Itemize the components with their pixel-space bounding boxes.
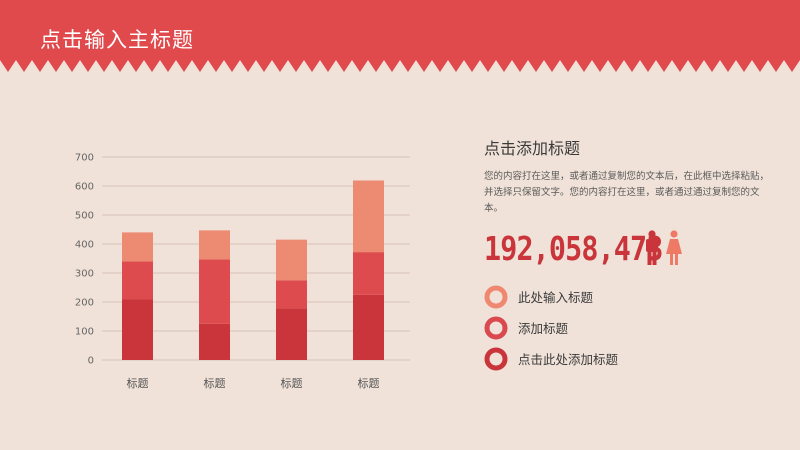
legend-label: 此处输入标题: [518, 290, 594, 305]
ring-icon: [484, 347, 508, 370]
y-tick-label: 600: [75, 182, 94, 193]
zigzag-banner-shape: [0, 0, 800, 72]
bar-segment: [353, 252, 384, 295]
x-tick-label: 标题: [127, 376, 149, 390]
header-banner: 点击输入主标题: [0, 0, 800, 78]
panel-title[interactable]: 点击添加标题: [484, 139, 581, 158]
x-tick-label: 标题: [358, 376, 380, 390]
bar-segment: [276, 239, 307, 281]
bar-segment: [276, 308, 307, 360]
bar-segment: [199, 323, 230, 360]
legend-item-3[interactable]: 点击此处添加标题: [484, 343, 618, 374]
male-person-icon: [646, 230, 658, 265]
people-icons: [643, 230, 683, 266]
x-tick-label: 标题: [204, 376, 226, 390]
y-tick-label: 200: [75, 298, 94, 309]
y-tick-label: 300: [75, 269, 94, 280]
y-tick-label: 100: [75, 327, 94, 338]
panel-body-text[interactable]: 您的内容打在这里，或者通过复制您的文本后，在此框中选择粘贴，并选择只保留文字。您…: [484, 171, 770, 214]
legend-item-1[interactable]: 此处输入标题: [484, 281, 618, 312]
legend-item-2[interactable]: 添加标题: [484, 312, 618, 343]
y-tick-label: 700: [75, 153, 94, 164]
stacked-bar-chart: 0 100 200 300 400 500 600 700 标题 标题 标题 标题: [75, 153, 410, 390]
ring-icon: [484, 285, 508, 308]
legend-label: 点击此处添加标题: [518, 352, 619, 367]
bar-segment: [353, 294, 384, 360]
y-tick-label: 500: [75, 211, 94, 222]
y-tick-label: 400: [75, 240, 94, 251]
stat-row: 192,058,473: [484, 226, 683, 270]
bar-segment: [353, 180, 384, 253]
page-title[interactable]: 点击输入主标题: [40, 28, 194, 52]
female-person-icon: [666, 230, 682, 265]
bar-segment: [199, 259, 230, 324]
big-number[interactable]: 192,058,473: [484, 228, 663, 268]
bar-segment: [199, 230, 230, 260]
legend-label: 添加标题: [518, 321, 569, 336]
bar-segment: [122, 261, 153, 300]
bar-segment: [276, 280, 307, 309]
x-tick-label: 标题: [281, 376, 303, 390]
legend-list: 此处输入标题 添加标题 点击此处添加标题: [484, 281, 618, 374]
bar-segment: [122, 299, 153, 360]
bar-segment: [122, 232, 153, 262]
y-tick-label: 0: [88, 356, 94, 367]
ring-icon: [484, 316, 508, 339]
text-panel: 点击添加标题 您的内容打在这里，或者通过复制您的文本后，在此框中选择粘贴，并选择…: [484, 135, 784, 217]
